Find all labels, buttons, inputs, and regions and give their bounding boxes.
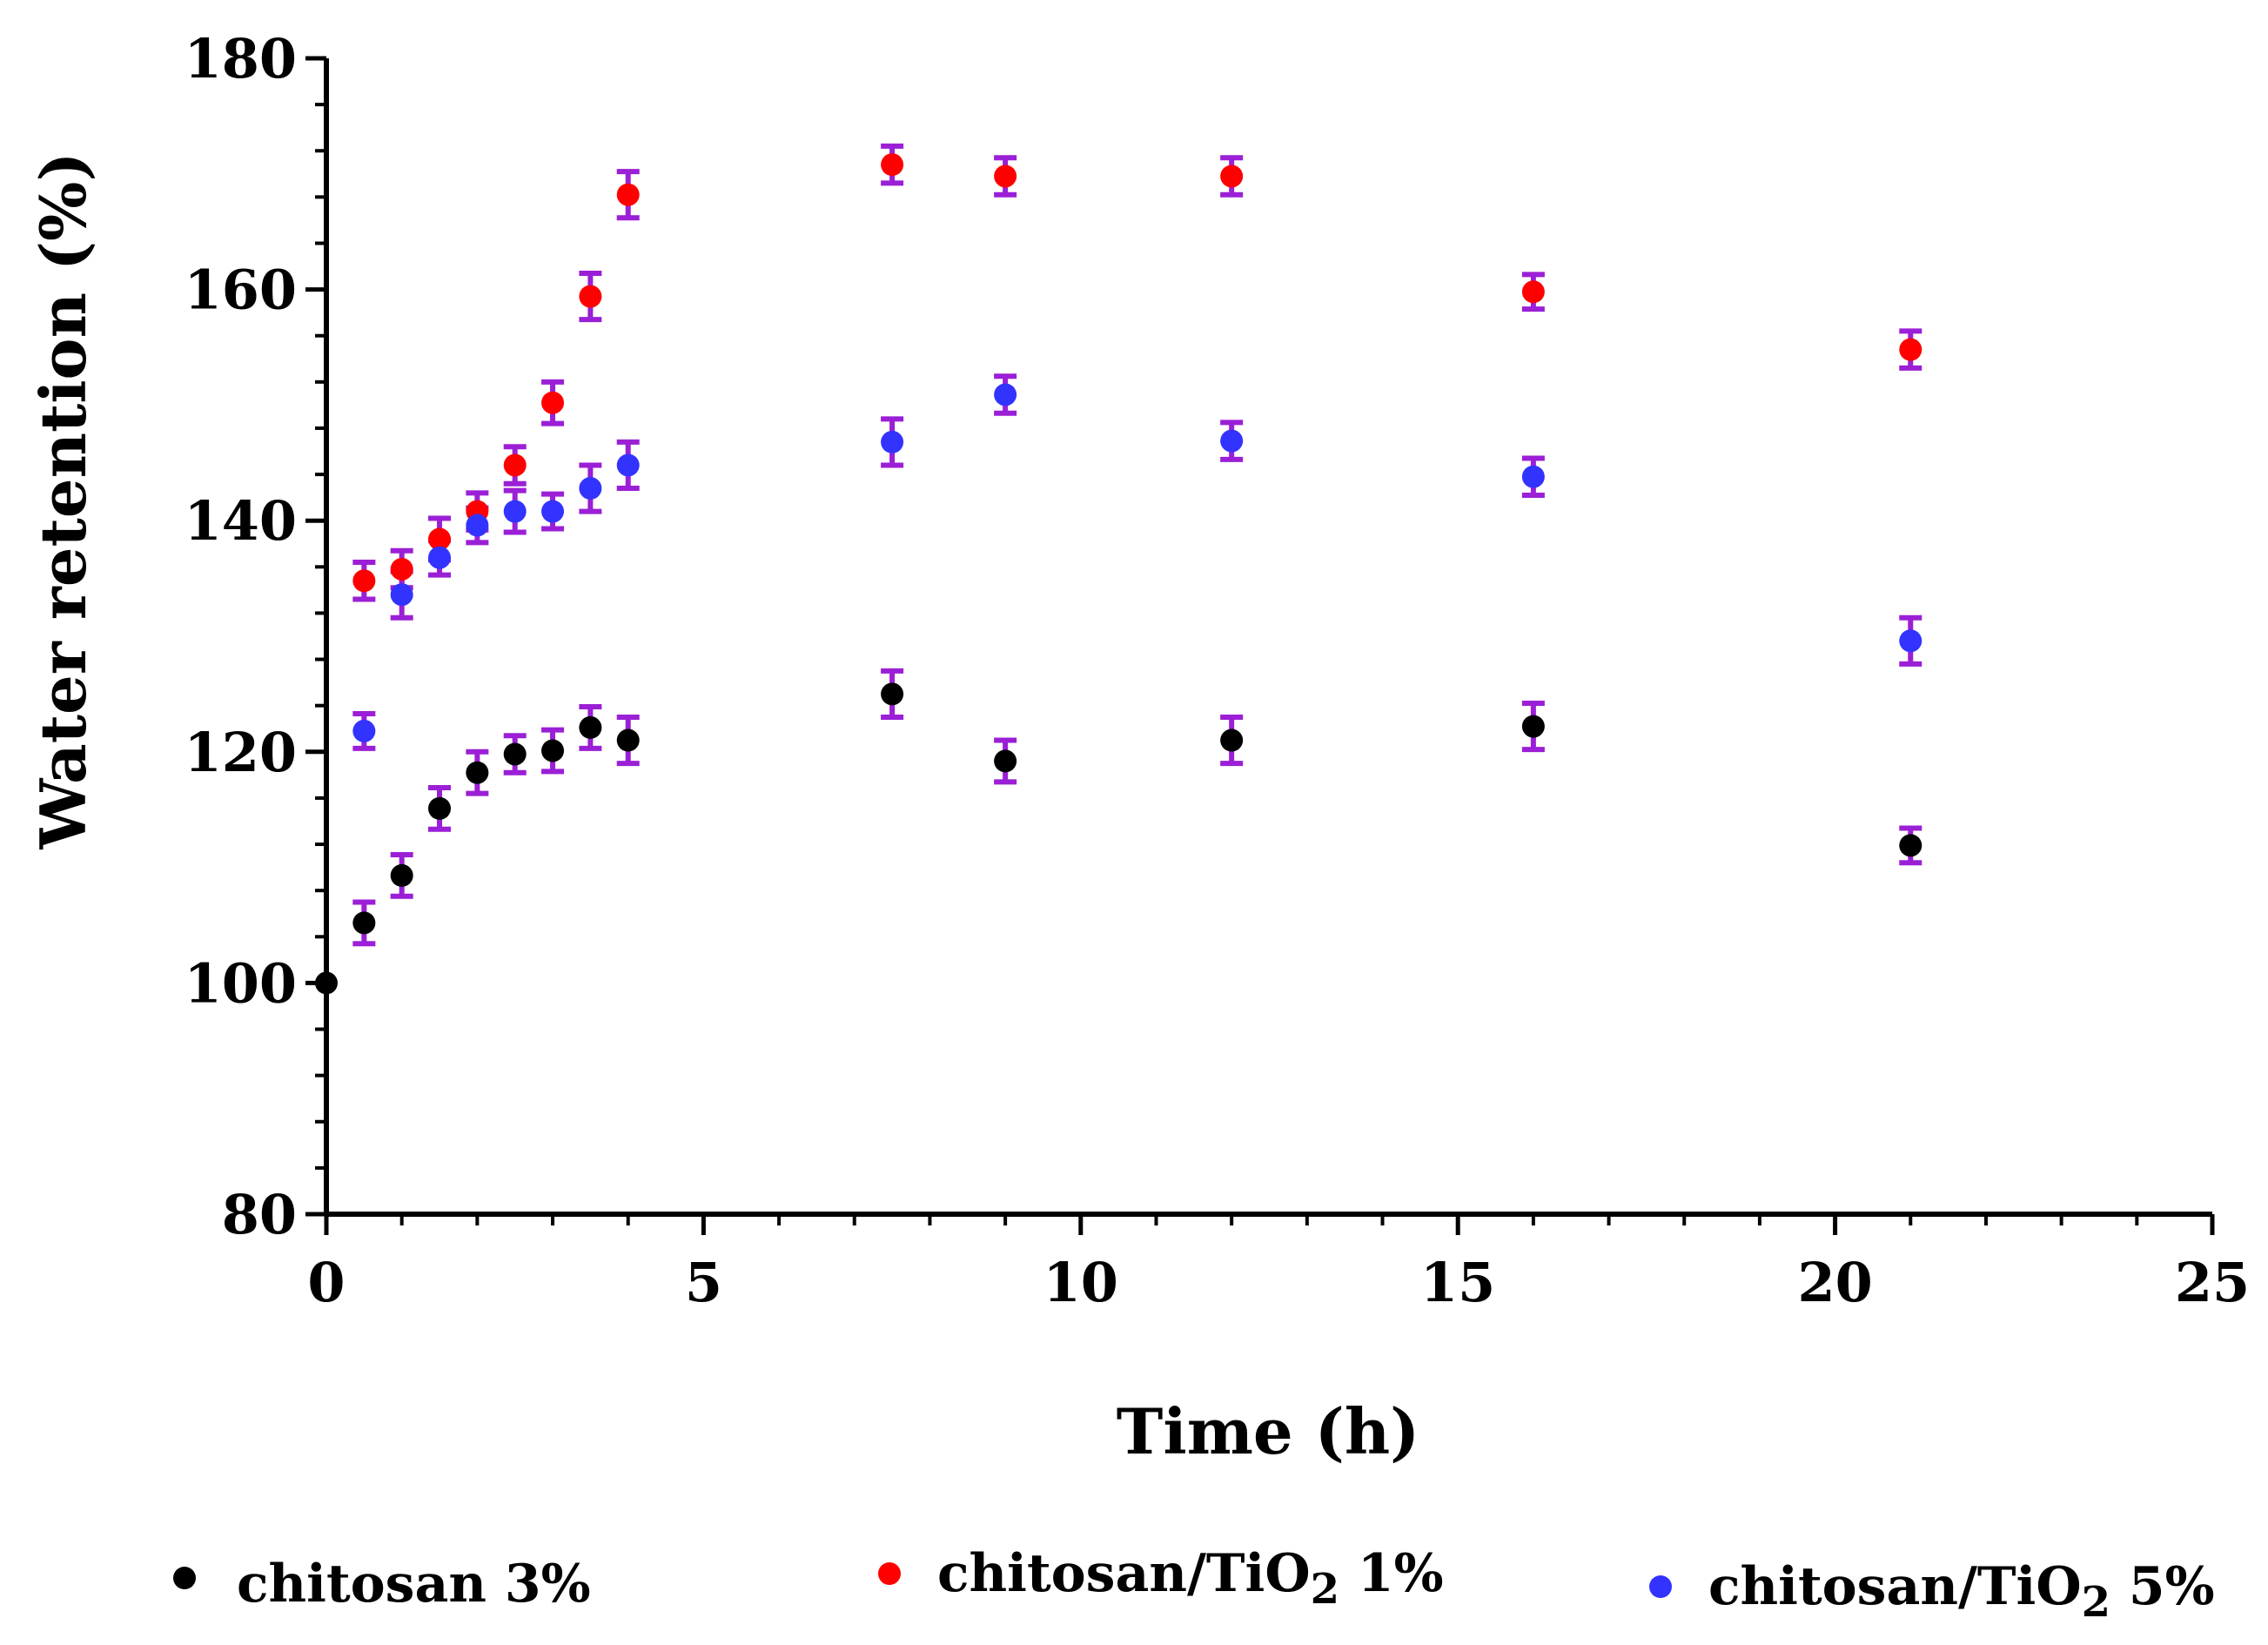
series-3-point xyxy=(579,477,602,500)
legend-marker xyxy=(1649,1575,1672,1598)
y-tick-label: 100 xyxy=(185,951,297,1015)
x-tick-label: 25 xyxy=(2175,1251,2250,1314)
series-3-point xyxy=(352,719,376,742)
axes xyxy=(305,56,2215,1235)
series-2-point xyxy=(616,183,640,206)
data-points xyxy=(315,153,1922,995)
legend-label: chitosan 3% xyxy=(237,1554,591,1615)
series-3-point xyxy=(503,500,527,523)
legend: chitosan 3% chitosan/TiO2 1% chitosan/TiO2… xyxy=(173,1543,2215,1627)
series-2-point xyxy=(352,569,376,593)
series-2-point xyxy=(390,557,413,581)
series-1-point xyxy=(315,971,338,995)
legend-marker xyxy=(173,1567,196,1589)
y-tick-label: 180 xyxy=(185,27,297,91)
series-3-point xyxy=(466,514,489,537)
error-bars xyxy=(352,143,1922,947)
legend-item-series-3: chitosan/TiO2 5% xyxy=(1649,1556,2215,1627)
legend-label: chitosan/TiO2 1% xyxy=(937,1543,1444,1614)
series-1-point xyxy=(1521,715,1545,738)
series-1-point xyxy=(1220,728,1244,752)
series-2-point xyxy=(428,527,452,551)
y-tick-label: 80 xyxy=(222,1183,297,1246)
legend-label: chitosan/TiO2 5% xyxy=(1708,1556,2215,1627)
series-2-point xyxy=(1220,164,1244,188)
x-tick-label: 5 xyxy=(685,1251,722,1314)
series-3-point xyxy=(1220,429,1244,453)
series-3-point xyxy=(1899,629,1922,653)
series-3-point xyxy=(428,546,452,569)
x-tick-label: 0 xyxy=(307,1251,345,1314)
series-1-point xyxy=(881,682,904,706)
legend-item-series-2: chitosan/TiO2 1% xyxy=(878,1543,1444,1614)
series-1-point xyxy=(352,911,376,935)
y-tick-label: 160 xyxy=(185,258,297,322)
series-2-point xyxy=(881,153,904,177)
x-tick-label: 10 xyxy=(1043,1251,1118,1314)
tick-labels: 0 5 10 15 20 25 80 100 120 140 160 180 xyxy=(185,27,2251,1314)
series-3-point xyxy=(541,500,565,523)
series-3-point xyxy=(616,453,640,477)
y-tick-label: 140 xyxy=(185,489,297,553)
series-1-point xyxy=(616,728,640,752)
legend-item-series-1: chitosan 3% xyxy=(173,1554,591,1615)
series-1-point xyxy=(1899,834,1922,857)
series-1-point xyxy=(994,749,1017,773)
x-tick-label: 20 xyxy=(1797,1251,1872,1314)
series-1-point xyxy=(579,715,602,739)
series-1-point xyxy=(503,742,527,766)
series-1-point xyxy=(541,739,565,762)
y-axis-title: Water retention (%) xyxy=(26,151,100,849)
x-tick-label: 15 xyxy=(1420,1251,1495,1314)
series-2-point xyxy=(503,453,527,477)
series-1-point xyxy=(390,863,413,887)
series-1-point xyxy=(466,761,489,784)
legend-marker xyxy=(878,1562,901,1585)
series-2-point xyxy=(994,164,1017,188)
series-2-point xyxy=(1521,280,1545,304)
series-3-point xyxy=(881,430,904,453)
x-axis-title: Time (h) xyxy=(1117,1394,1419,1468)
series-2-point xyxy=(1899,338,1922,361)
series-3-point xyxy=(994,383,1017,406)
y-tick-label: 120 xyxy=(185,721,297,784)
series-2-point xyxy=(579,285,602,308)
series-3-point xyxy=(390,583,413,607)
series-3-point xyxy=(1521,465,1545,488)
series-2-point xyxy=(541,391,565,414)
series-1-point xyxy=(428,796,452,820)
